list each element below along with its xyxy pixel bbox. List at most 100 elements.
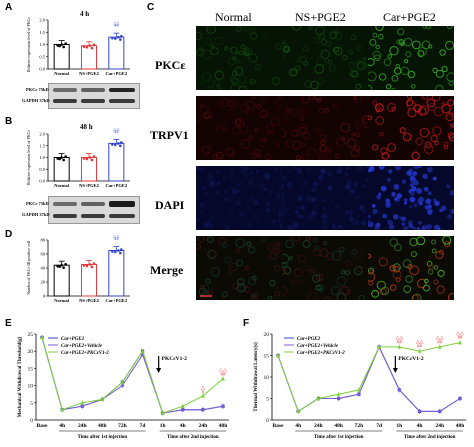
micrograph-cell: [372, 144, 379, 151]
micrograph-cell: [346, 138, 357, 149]
micrograph-cell: [244, 166, 249, 171]
panel-a-datapoint: [82, 45, 86, 49]
micrograph-cell: [197, 236, 205, 243]
panel-a-datapoint: [60, 43, 63, 46]
micrograph-cell: [425, 188, 429, 192]
panel-f-ylabel: Thermal Withdrawal Latency(s): [254, 342, 259, 412]
micrograph-cell: [270, 251, 278, 260]
micrograph-cell: [318, 108, 325, 114]
panel-f-xtick-label: 1h: [396, 423, 402, 429]
micrograph-cell: [413, 104, 422, 113]
micrograph-cell: [417, 106, 427, 116]
micrograph-cell: [421, 228, 426, 230]
micrograph-cell: [230, 152, 236, 158]
micrograph-cell: [393, 183, 400, 190]
micrograph-cell: [328, 64, 336, 72]
panel-d-ylabel: Number of PKCε-IR positive cell: [26, 240, 31, 295]
panel-b-datapoint: [88, 156, 92, 159]
micrograph-texture: [282, 166, 368, 230]
micrograph-cell: [412, 226, 416, 230]
micrograph-cell: [199, 284, 205, 290]
panel-f-xtick-label: 48h: [456, 423, 465, 429]
micrograph-cell: [403, 198, 408, 202]
panel-a-blot-label-gapdh: GAPDH 37kD: [22, 98, 50, 103]
micrograph-cell: [263, 187, 267, 191]
micrograph-cell: [445, 113, 454, 122]
micrograph-cell: [300, 205, 305, 210]
micrograph-cell: [320, 139, 326, 146]
micrograph-cell: [355, 132, 361, 138]
panel-b-ylabel: Relative expression level of PKCε: [26, 130, 31, 185]
micrograph-cell: [265, 123, 275, 133]
micrograph-texture: [196, 166, 282, 230]
micrograph-cell: [372, 32, 378, 38]
panel-b-bar: [108, 142, 125, 182]
panel-d-category-label: Normal: [54, 298, 69, 303]
micrograph-cell: [312, 248, 321, 257]
micrograph-cell: [310, 269, 315, 274]
micrograph-cell: [375, 26, 384, 31]
micrograph-cell: [277, 219, 281, 223]
micrograph-cell: [355, 265, 363, 273]
micrograph-cell: [385, 198, 390, 204]
micrograph-cell: [402, 225, 409, 230]
micrograph-cell: [427, 103, 437, 112]
panel-d-datapoint: [119, 251, 122, 255]
micrograph-cell: [230, 192, 235, 197]
micrograph-cell: [356, 61, 366, 70]
micrograph-cell: [441, 102, 447, 107]
micrograph-cell: [294, 192, 299, 196]
micrograph-cell: [199, 167, 204, 172]
micrograph-cell: [447, 293, 454, 300]
panel-f-xtick-label: 48h: [334, 423, 343, 429]
micrograph-cell: [216, 181, 221, 186]
micrograph-cell: [348, 50, 354, 55]
micrograph-cell: [409, 196, 416, 203]
micrograph-cell: [239, 85, 247, 90]
micrograph-cell: [250, 295, 258, 300]
panel-e-ylabel: Mechanical Withdrawal Threshold(g): [18, 336, 23, 417]
panel-label-c: C: [147, 2, 155, 13]
micrograph-cell: [431, 239, 437, 245]
micrograph-cell: [410, 251, 417, 258]
panel-a-bar-chart: 0.0 0.5 1.0 1.5 2.0 Relative expression level…: [26, 17, 130, 76]
micrograph-cell: [196, 166, 200, 170]
micrograph-cell: [388, 169, 393, 174]
micrograph-cell: [365, 178, 368, 183]
panel-b-datapoint: [85, 157, 89, 161]
micrograph-cell: [426, 224, 432, 230]
micrograph-cell: [348, 216, 355, 222]
micrograph-cell: [244, 265, 249, 271]
micrograph-cell: [416, 236, 426, 246]
panel-d-category-label: Car+PGE2: [106, 298, 128, 303]
micrograph-blue-3: [368, 166, 454, 230]
micrograph-cell: [437, 269, 445, 277]
micrograph-cell: [362, 56, 367, 62]
micrograph-cell: [256, 183, 261, 188]
micrograph-cell: [310, 80, 319, 90]
micrograph-cell: [312, 238, 318, 243]
micrograph-cell: [246, 206, 250, 210]
panel-a-sig-triangles: △△: [113, 20, 120, 25]
micrograph-cell: [205, 278, 211, 284]
micrograph-cell: [282, 175, 286, 181]
micrograph-cell: [306, 167, 312, 173]
micrograph-cell: [409, 191, 415, 197]
micrograph-cell: [282, 183, 285, 189]
micrograph-cell: [424, 278, 429, 284]
panel-f-arrow-head: [392, 368, 398, 373]
micrograph-cell: [312, 274, 321, 283]
panel-f-sig-mark: ##: [437, 340, 443, 345]
micrograph-cell: [260, 96, 268, 101]
micrograph-cell: [297, 209, 302, 214]
micrograph-cell: [282, 39, 286, 45]
micrograph-cell: [435, 250, 444, 260]
micrograph-cell: [340, 286, 350, 296]
micrograph-cell: [325, 40, 332, 47]
micrograph-cell: [405, 51, 412, 58]
micrograph-merge-2: [282, 236, 368, 300]
micrograph-cell: [403, 37, 413, 47]
micrograph-cell: [326, 252, 335, 261]
micrograph-cell: [308, 291, 318, 300]
micrograph-cell: [201, 145, 211, 155]
